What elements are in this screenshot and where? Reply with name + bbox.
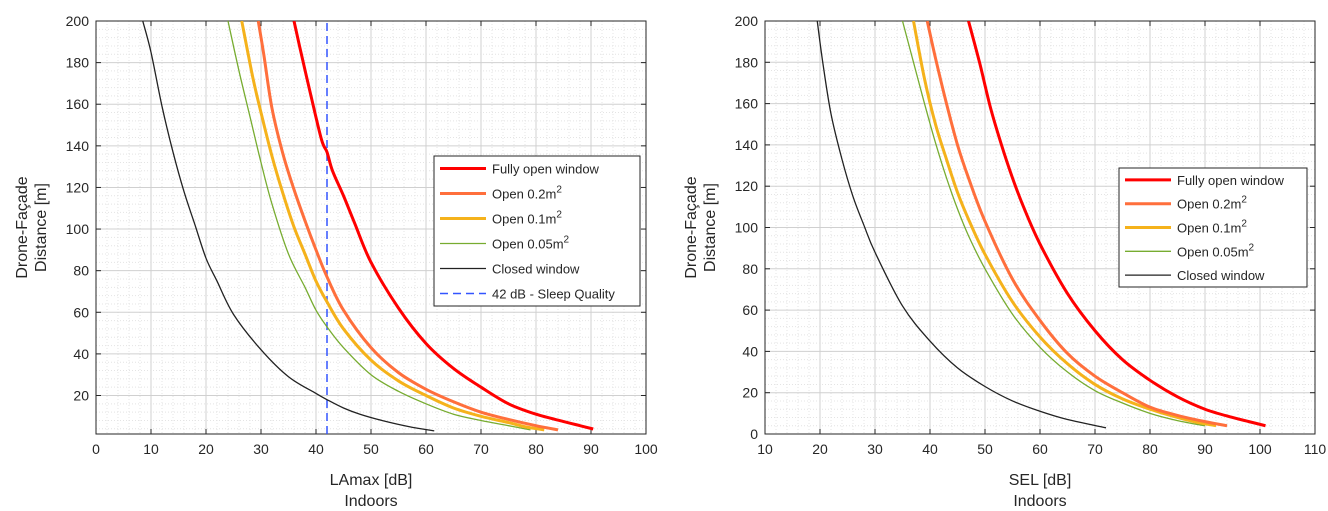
y-tick-label: 60 — [73, 304, 89, 320]
y-tick-label: 20 — [73, 388, 89, 404]
y-tick-label: 20 — [742, 385, 758, 401]
x-tick-label: 40 — [922, 441, 938, 457]
x-tick-label: 40 — [308, 441, 324, 457]
y-tick-label: 180 — [735, 54, 759, 70]
series-line-closed-window — [142, 21, 435, 432]
chart-2: 10 20 30 40 50 60 70 80 90 100 110 0 20 40 60 80 100 120 1… — [683, 13, 1326, 510]
y-tick-label: 80 — [742, 261, 758, 277]
series-line-open-0-05m — [901, 21, 1206, 427]
x-tick-label: 30 — [867, 441, 883, 457]
x-tick-label: 30 — [253, 441, 269, 457]
legend-label: Open 0.05m2 — [1177, 242, 1255, 259]
x-axis-label: SEL [dB] — [1009, 472, 1072, 489]
legend-label: Open 0.2m2 — [1177, 195, 1247, 212]
chart-1: 0 10 20 30 40 50 60 70 80 90 100 20 40 60 80 100 120 140 1… — [14, 13, 658, 510]
legend-label: Open 0.1m2 — [492, 210, 562, 227]
series-line-open-0-2m — [925, 21, 1228, 428]
x-tick-label: 50 — [363, 441, 379, 457]
legend-label: Closed window — [1177, 268, 1265, 283]
legend-box — [433, 155, 641, 307]
x-tick-label: 60 — [418, 441, 434, 457]
x-tick-label: 0 — [92, 441, 100, 457]
x-tick-label: 100 — [634, 441, 658, 457]
x-tick-label: 110 — [1304, 441, 1327, 457]
y-tick-label: 140 — [66, 138, 90, 154]
series-lines — [816, 21, 1266, 429]
x-tick-label: 80 — [528, 441, 544, 457]
x-tick-label: 10 — [757, 441, 773, 457]
legend-label: Fully open window — [1177, 173, 1285, 188]
x-axis-label: LAmax [dB] — [330, 472, 413, 489]
y-tick-label: 0 — [750, 426, 758, 442]
y-axis-label: Drone-Façade — [683, 176, 700, 278]
x-tick-label: 80 — [1142, 441, 1158, 457]
series-line-open-0-1m — [240, 21, 545, 432]
series-line-open-0-1m — [912, 21, 1217, 428]
x-tick-label: 90 — [1197, 441, 1213, 457]
y-tick-label: 40 — [742, 343, 758, 359]
x-tick-label: 70 — [1087, 441, 1103, 457]
legend: Fully open window Open 0.2m2 Open 0.1m2 Ope… — [1118, 167, 1308, 288]
y-axis-label-2: Distance [m] — [33, 183, 50, 272]
y-tick-label: 80 — [73, 263, 89, 279]
y-tick-label: 140 — [735, 137, 759, 153]
series-line-closed-window — [816, 21, 1107, 429]
legend-label: Open 0.05m2 — [492, 235, 570, 252]
y-tick-label: 100 — [735, 220, 759, 236]
legend-label: 42 dB - Sleep Quality — [492, 287, 615, 302]
legend: Fully open window Open 0.2m2 Open 0.1m2 Ope… — [433, 155, 641, 307]
legend-label: Open 0.2m2 — [492, 185, 562, 202]
series-line-fully-open-window — [292, 21, 594, 431]
x-tick-label: 70 — [473, 441, 489, 457]
x-tick-label: 100 — [1248, 441, 1272, 457]
x-axis-label-2: Indoors — [344, 493, 397, 510]
x-tick-label: 10 — [143, 441, 159, 457]
legend-label: Fully open window — [492, 162, 600, 177]
y-tick-label: 120 — [735, 178, 759, 194]
y-tick-label: 40 — [73, 346, 89, 362]
legend-label: Closed window — [492, 262, 580, 277]
x-tick-label: 20 — [812, 441, 828, 457]
x-tick-label: 20 — [198, 441, 214, 457]
y-tick-label: 100 — [66, 221, 90, 237]
x-tick-label: 90 — [583, 441, 599, 457]
y-tick-label: 180 — [66, 55, 90, 71]
x-tick-label: 60 — [1032, 441, 1048, 457]
series-line-fully-open-window — [967, 21, 1266, 428]
y-tick-label: 160 — [66, 96, 90, 112]
y-axis-label-2: Distance [m] — [702, 183, 719, 272]
y-tick-label: 60 — [742, 302, 758, 318]
series-line-open-0-2m — [256, 21, 559, 432]
series-line-open-0-05m — [227, 21, 531, 431]
y-tick-label: 200 — [735, 13, 759, 29]
y-tick-label: 120 — [66, 179, 90, 195]
y-tick-label: 200 — [66, 13, 90, 29]
x-axis-label-2: Indoors — [1013, 493, 1066, 510]
series-lines — [142, 21, 594, 434]
y-tick-label: 160 — [735, 96, 759, 112]
legend-label: Open 0.1m2 — [1177, 219, 1247, 236]
y-axis-label: Drone-Façade — [14, 176, 31, 278]
x-tick-label: 50 — [977, 441, 993, 457]
